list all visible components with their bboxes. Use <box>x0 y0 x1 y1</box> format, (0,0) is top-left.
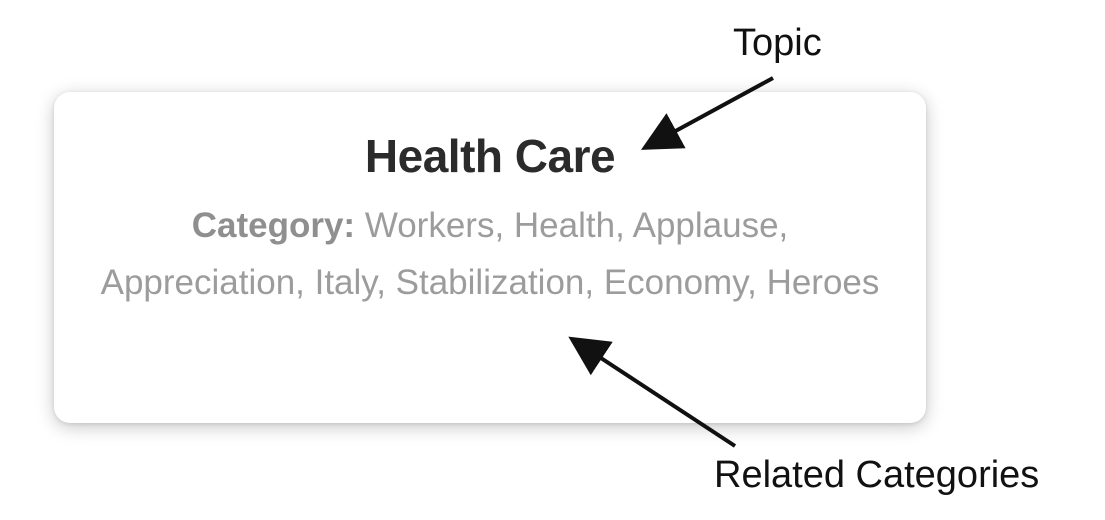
category-label: Category: <box>191 206 356 245</box>
related-categories-annotation-label: Related Categories <box>714 454 1040 496</box>
category-values: Workers, Health, Applause, Appreciation,… <box>100 206 880 302</box>
topic-title: Health Care <box>364 130 616 182</box>
topic-annotation-label: Topic <box>733 22 822 64</box>
category-list: Category: Workers, Health, Applause, App… <box>94 197 886 311</box>
topic-card: Health Care Category: Workers, Health, A… <box>54 92 926 423</box>
